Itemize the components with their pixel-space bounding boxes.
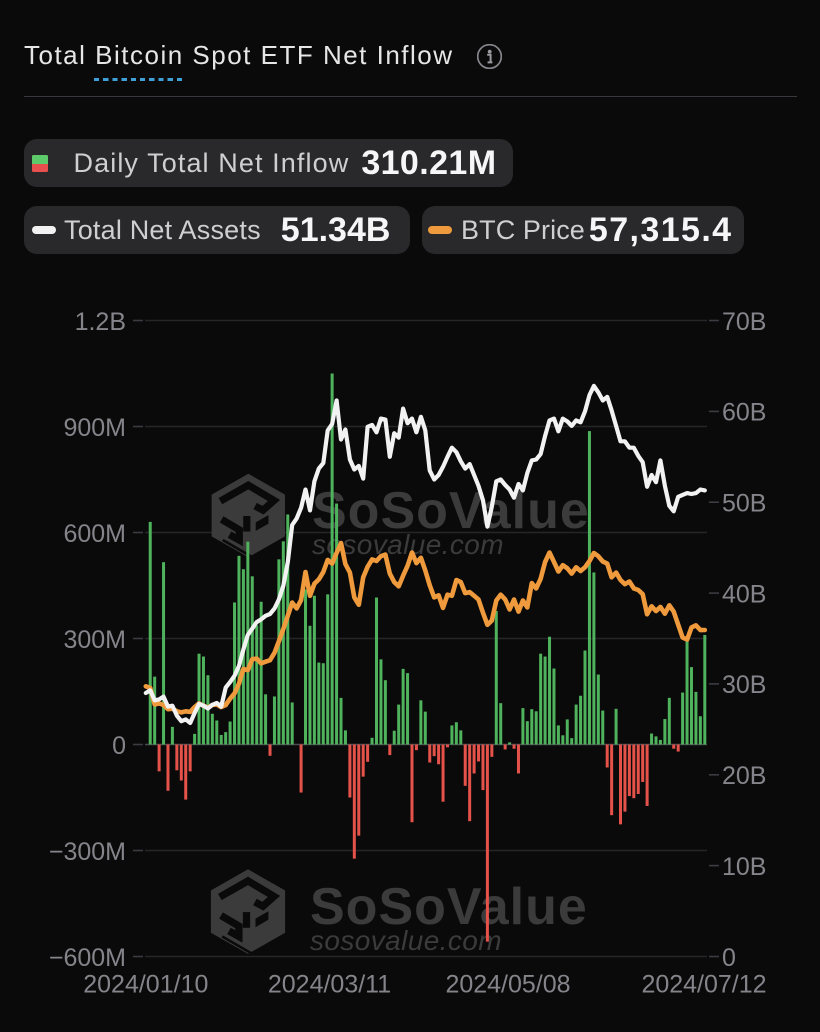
svg-text:600M: 600M	[63, 520, 126, 548]
svg-text:SoSoValue: SoSoValue	[312, 482, 590, 540]
svg-text:10B: 10B	[722, 853, 766, 881]
svg-text:70B: 70B	[722, 308, 766, 336]
svg-text:60B: 60B	[722, 399, 766, 427]
svg-text:2024/01/10: 2024/01/10	[83, 971, 208, 999]
svg-text:300M: 300M	[63, 626, 126, 654]
svg-text:2024/03/11: 2024/03/11	[268, 971, 391, 999]
svg-text:2024/07/12: 2024/07/12	[641, 971, 766, 999]
svg-text:50B: 50B	[722, 490, 766, 518]
svg-text:900M: 900M	[63, 414, 126, 442]
svg-text:1.2B: 1.2B	[75, 308, 126, 336]
svg-text:0: 0	[112, 732, 126, 760]
svg-text:0: 0	[722, 944, 736, 972]
svg-text:30B: 30B	[722, 671, 766, 699]
svg-text:−300M: −300M	[49, 838, 126, 866]
svg-text:−600M: −600M	[49, 944, 126, 972]
svg-text:40B: 40B	[722, 580, 766, 608]
svg-text:sosovalue.com: sosovalue.com	[310, 925, 502, 956]
svg-text:SoSoValue: SoSoValue	[310, 878, 588, 936]
svg-text:2024/05/08: 2024/05/08	[445, 971, 570, 999]
svg-text:20B: 20B	[722, 762, 766, 790]
